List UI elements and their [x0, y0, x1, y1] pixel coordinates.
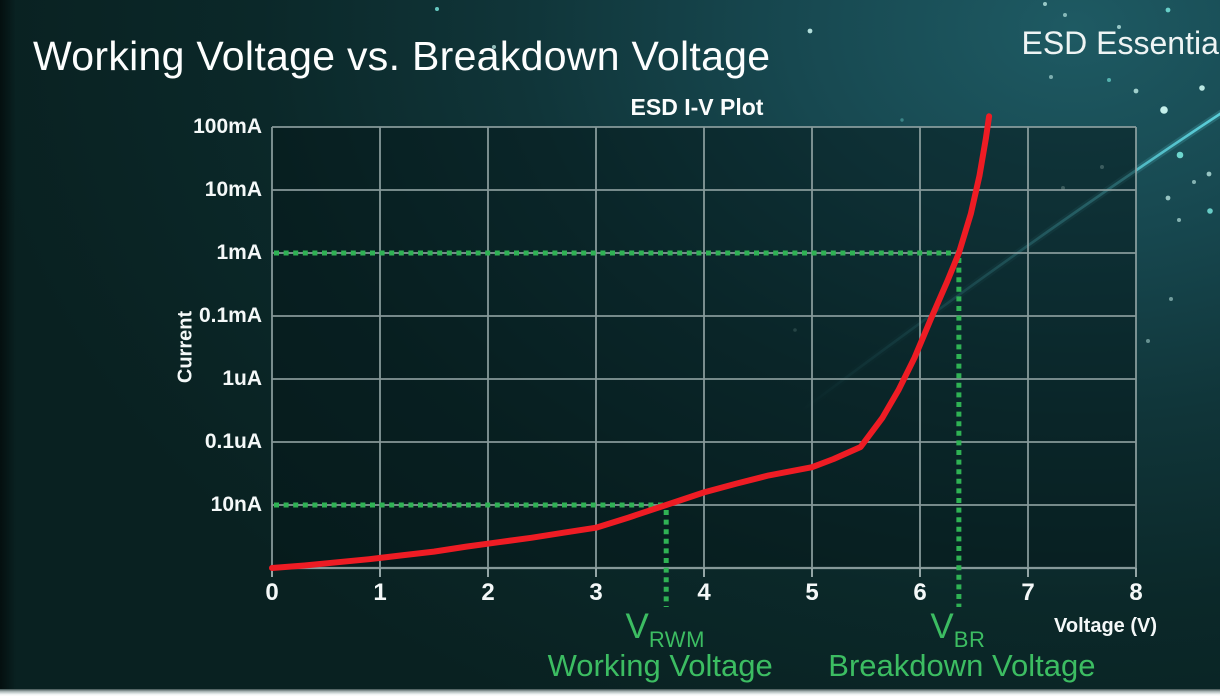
brand-text: ESD Essential: [1021, 25, 1220, 61]
vbr-symbol: V: [930, 607, 954, 646]
vrwm-caption: Working Voltage: [547, 648, 773, 683]
star-dot: [1176, 151, 1184, 159]
star-dot: [1206, 171, 1212, 177]
x-tick-label: 1: [373, 579, 387, 606]
grid: [271, 126, 1137, 570]
vrwm-label: VRWM: [625, 608, 704, 659]
x-tick-label: 8: [1129, 579, 1143, 606]
vbr-label: VBR: [930, 608, 985, 659]
y-tick-label: 0.1uA: [204, 430, 262, 453]
star-dot: [1192, 180, 1196, 184]
star-dot: [1146, 339, 1150, 343]
iv-curve: [269, 113, 993, 571]
x-tick-label: 5: [805, 579, 819, 606]
y-tick-label: 100mA: [193, 115, 262, 138]
star-dot: [1207, 208, 1213, 214]
vbr-subscript: BR: [953, 627, 986, 652]
star-dot: [1169, 297, 1173, 301]
marker-lines: [274, 250, 962, 607]
x-tick-label: 3: [589, 579, 603, 606]
star-dot: [492, 45, 496, 49]
star-dot: [1165, 195, 1171, 201]
star-dot: [900, 118, 904, 122]
vrwm-symbol: V: [625, 607, 649, 646]
x-tick-label: 0: [265, 579, 279, 606]
star-dot: [1177, 218, 1181, 222]
y-tick-label: 10nA: [210, 493, 262, 516]
star-dot: [807, 28, 813, 34]
star-dot: [1160, 106, 1168, 114]
y-tick-label: 1mA: [216, 241, 262, 264]
vrwm-subscript: RWM: [648, 627, 705, 652]
star-dot: [1043, 2, 1047, 6]
x-tick-label: 7: [1021, 579, 1035, 606]
y-tick-label: 0.1mA: [198, 304, 262, 327]
x-tick-label: 4: [697, 579, 711, 606]
page-title: Working Voltage vs. Breakdown Voltage: [33, 33, 771, 79]
bottom-edge-strip: [0, 689, 1220, 696]
star-dot: [1133, 88, 1139, 94]
star-dot: [1117, 25, 1121, 29]
star-dot: [435, 7, 439, 11]
x-tick-label: 6: [913, 579, 927, 606]
chart-title: ESD I-V Plot: [630, 94, 764, 120]
y-tick-label: 1uA: [222, 367, 262, 390]
y-tick-label: 10mA: [204, 178, 262, 201]
star-dot: [1049, 75, 1053, 79]
star-dot: [1165, 7, 1171, 13]
star-dot: [1107, 78, 1111, 82]
x-axis-title: Voltage (V): [1054, 615, 1157, 637]
star-dot: [1199, 85, 1205, 91]
axis-ticks: [271, 568, 1137, 577]
star-dot: [1063, 13, 1067, 17]
vbr-caption: Breakdown Voltage: [828, 648, 1096, 683]
x-tick-label: 2: [481, 579, 495, 606]
